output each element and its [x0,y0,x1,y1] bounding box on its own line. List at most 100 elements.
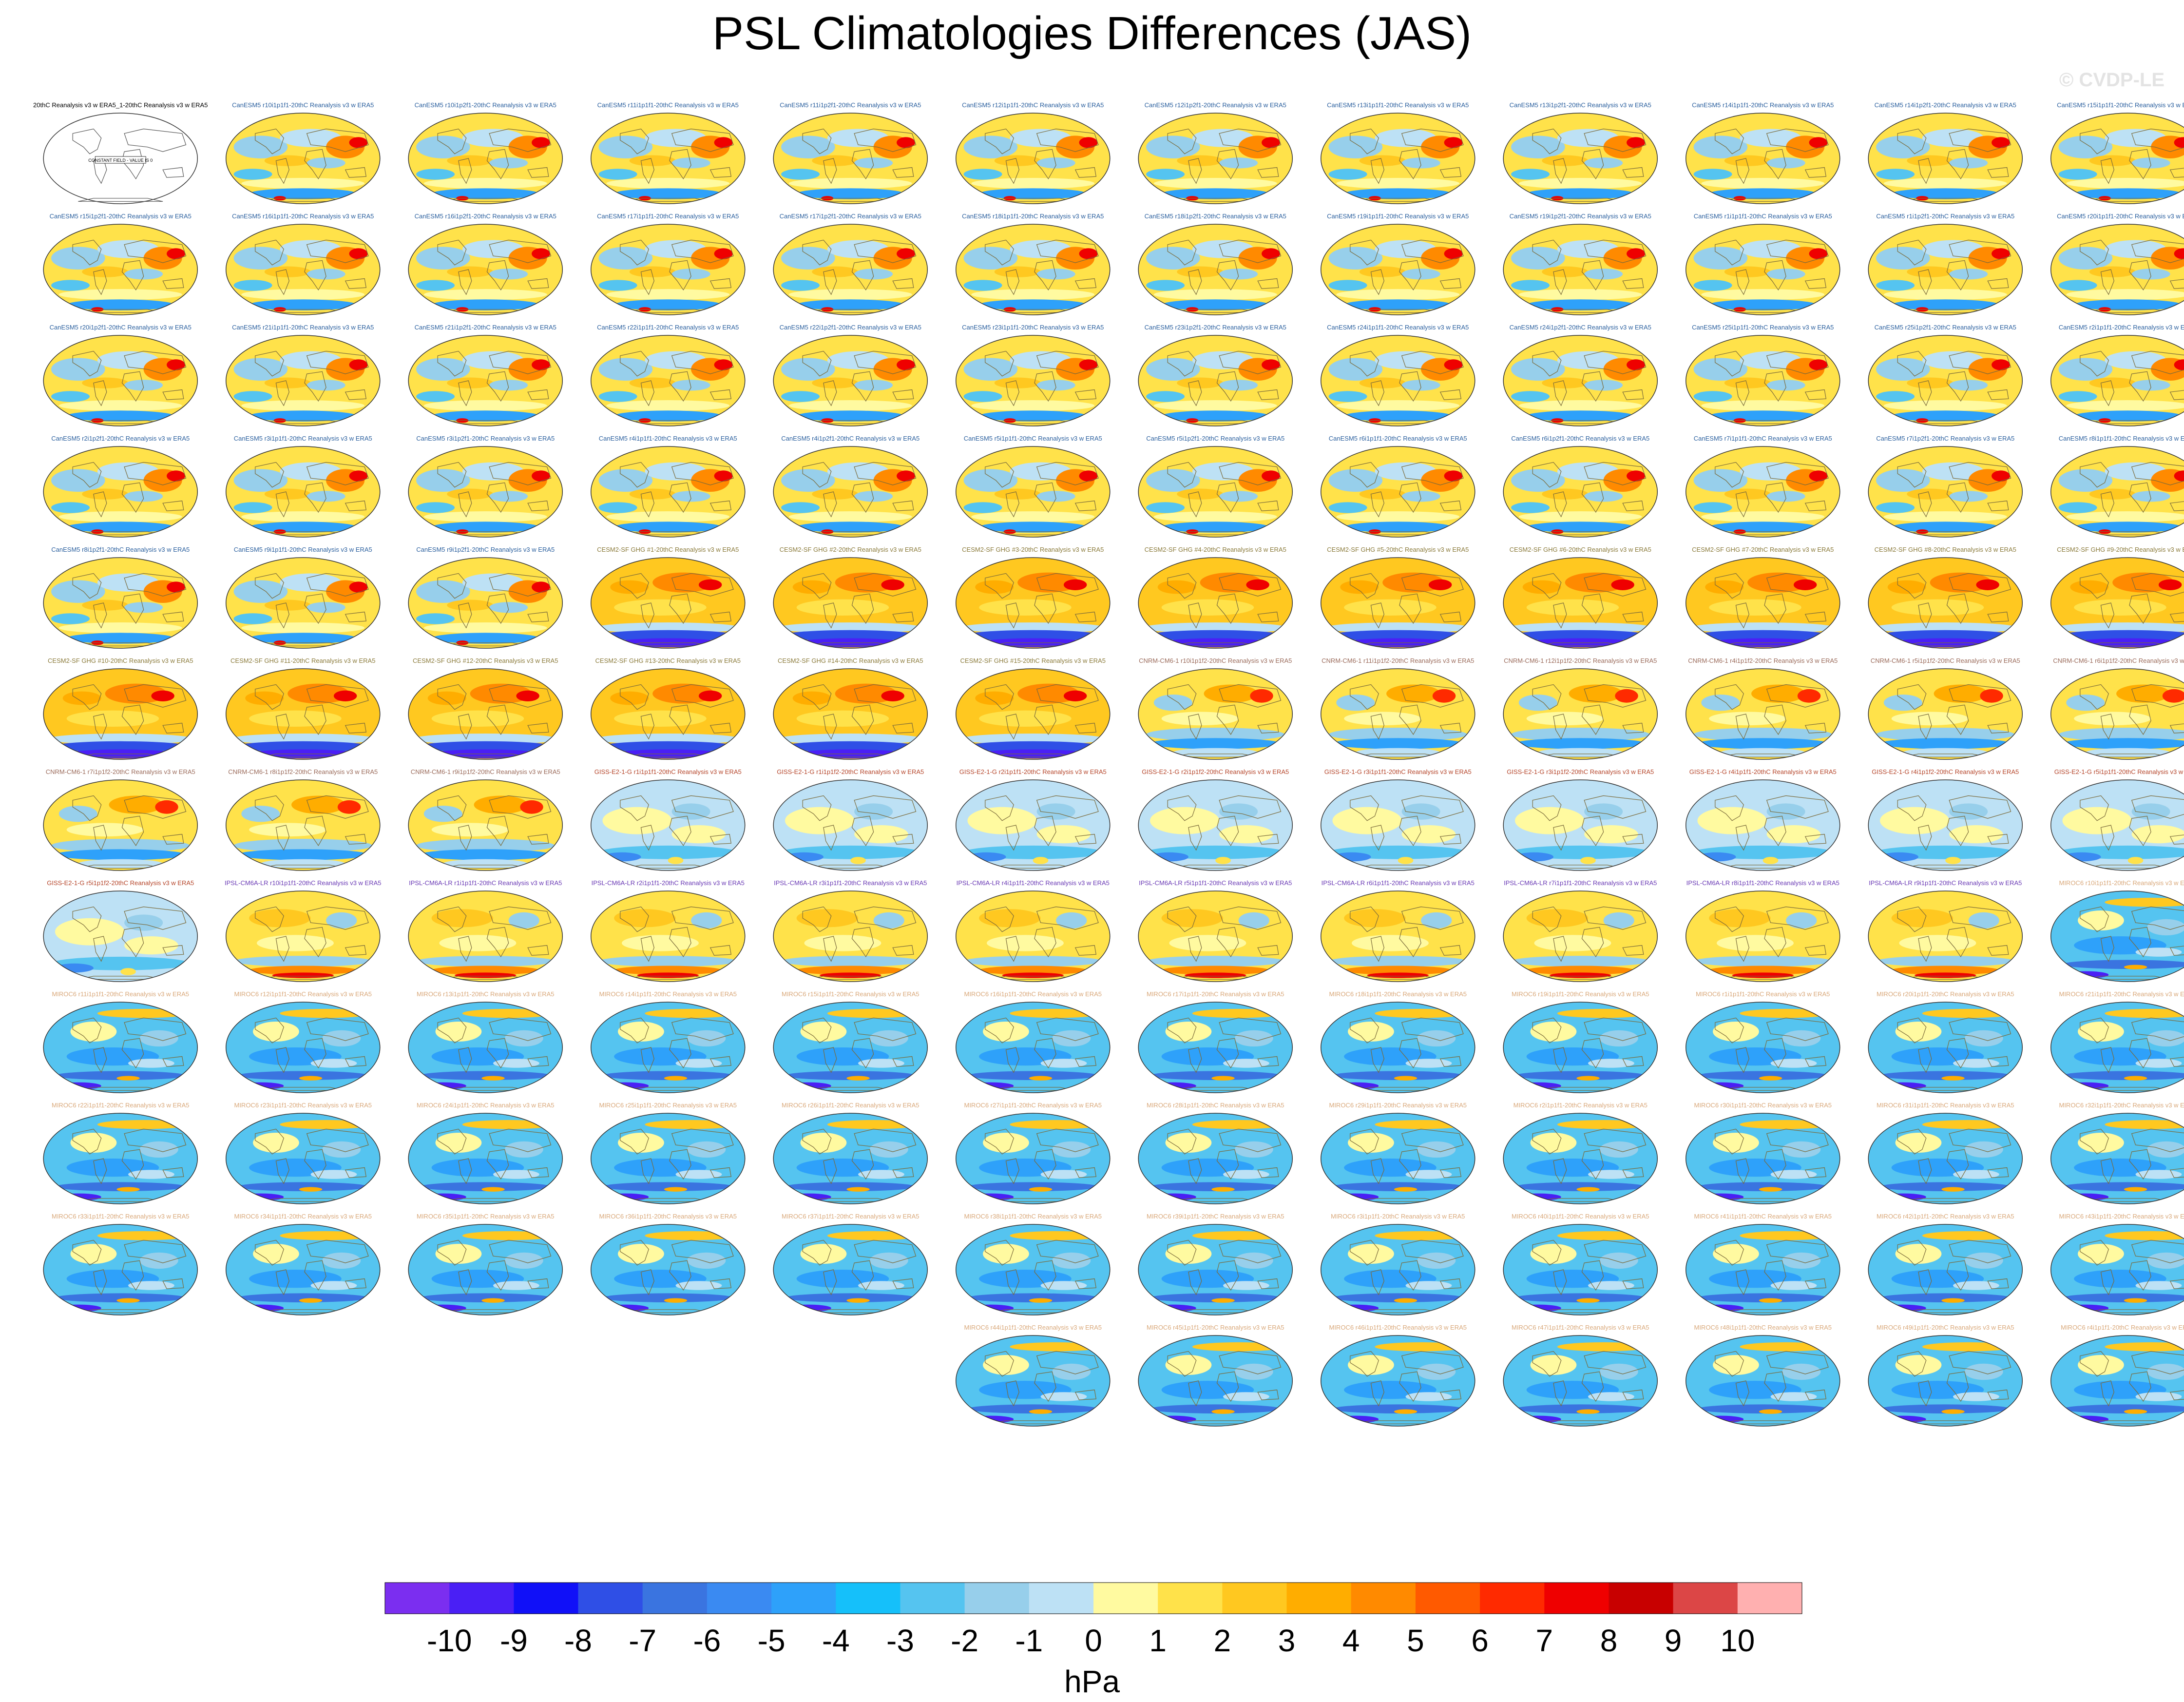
contour-region [2066,178,2184,189]
coastline [892,1167,914,1178]
coastline [1804,389,1827,400]
contour-region [462,351,524,369]
contour-region [1514,738,1646,749]
coastline [1946,1038,1969,1069]
contour-region [516,690,539,701]
contour-region [963,502,1002,513]
coastline [1005,825,1019,851]
coastline [1034,815,1056,847]
coastline [1581,260,1604,291]
contour-region [1344,966,1452,975]
panel-title: CanESM5 r24i1p1f1-20thC Reanalysis v3 w … [1327,324,1469,331]
contour-region [1891,712,1969,726]
coastline [802,906,832,932]
contour-region [508,912,539,929]
coastline [1399,1149,1421,1180]
map-panel: CESM2-SF GHG #12-20thC Reanalysis v3 w E… [408,657,563,760]
colorbar-swatch [1737,1583,1802,1614]
contour-region [827,351,889,369]
globe-outline [1321,557,1475,649]
contour-region [249,410,357,422]
map-panel: MIROC6 r13i1p1f1-20thC Reanalysis v3 w E… [408,990,563,1093]
contour-region [291,795,345,814]
coastline [162,945,184,956]
map-panel: CanESM5 r25i1p2f1-20thC Reanalysis v3 w … [1868,324,2023,426]
globe-outline [1138,446,1293,538]
panel-title: MIROC6 r34i1p1f1-20thC Reanalysis v3 w E… [234,1213,372,1220]
contour-region [2105,351,2166,369]
panel-title: CanESM5 r1i1p1f1-20thC Reanalysis v3 w E… [1694,213,1832,220]
coastline [1949,1239,2012,1263]
panel-title: MIROC6 r39i1p1f1-20thC Reanalysis v3 w E… [1147,1213,1284,1220]
coastline [1401,239,1464,263]
contour-region [1518,178,1642,189]
contour-region [1234,1252,1273,1269]
coastline [1005,158,1019,184]
coastline [93,1269,107,1296]
globe-outline [1686,335,1840,426]
contour-region [337,800,361,814]
colorbar-swatch [1609,1583,1674,1614]
contour-region [253,1022,299,1042]
map-panel: CanESM5 r13i1p1f1-20thC Reanalysis v3 w … [1321,101,1475,204]
contour-region [272,972,334,978]
coastline [669,371,691,402]
contour-region [1328,630,1467,641]
coastline [72,350,102,377]
coastline [1257,389,1279,400]
contour-region [260,859,345,869]
coastline [1167,1017,1197,1044]
contour-region [1079,470,1098,482]
coastline [851,1260,874,1291]
globe-outline [773,1224,928,1315]
coastline [1036,1128,1099,1152]
coastline [1764,1038,1786,1069]
coastline [1216,1038,1239,1069]
coastline [1804,722,1827,734]
contour-region [2147,919,2184,936]
coastline [1987,389,2009,400]
contour-region [1153,289,1277,300]
contour-region [1328,956,1467,967]
contour-region [1348,1244,1394,1264]
coastline [1036,1351,1099,1374]
map-panel: CanESM5 r17i1p2f1-20thC Reanalysis v3 w … [773,213,928,315]
contour-region [245,691,284,705]
globe-outline [408,1224,563,1315]
coastline [1399,704,1421,735]
contour-region [455,972,517,978]
panel-title: CNRM-CM6-1 r11i1p1f2-20thC Reanalysis v3… [1322,657,1474,664]
map-panel: CanESM5 r3i1p1f1-20thC Reanalysis v3 w E… [226,435,381,538]
coastline [1897,573,1927,599]
coastline [2129,1371,2151,1402]
globe-outline [773,557,928,649]
contour-region [55,1182,186,1191]
contour-region [82,266,129,277]
globe-outline [1138,890,1293,982]
map-panel: GISS-E2-1-G r4i1p1f2-20thC Reanalysis v3… [1868,768,2023,871]
coastline [1399,260,1421,291]
contour-region [785,1293,916,1302]
coastline [1581,1149,1604,1180]
contour-region [51,839,190,852]
contour-region [1941,1409,1965,1414]
contour-region [62,691,101,705]
coastline [851,260,874,291]
contour-region [66,299,174,310]
contour-region [1599,1252,1638,1269]
contour-region [264,488,311,500]
contour-region [1576,1409,1600,1414]
coastline [345,1167,367,1178]
coastline [1918,380,1932,406]
contour-region [1964,1030,2003,1047]
map-panel: IPSL-CM6A-LR r7i1p1f1-20thC Reanalysis v… [1503,879,1658,982]
contour-region [1759,1409,1782,1414]
globe-outline [1686,557,1840,649]
globe-outline [2050,779,2184,871]
coastline [1034,482,1056,513]
contour-region [431,188,539,199]
contour-region [1017,683,1079,704]
colorbar-swatch [449,1583,514,1614]
contour-region [1359,377,1406,388]
contour-region [51,613,90,624]
